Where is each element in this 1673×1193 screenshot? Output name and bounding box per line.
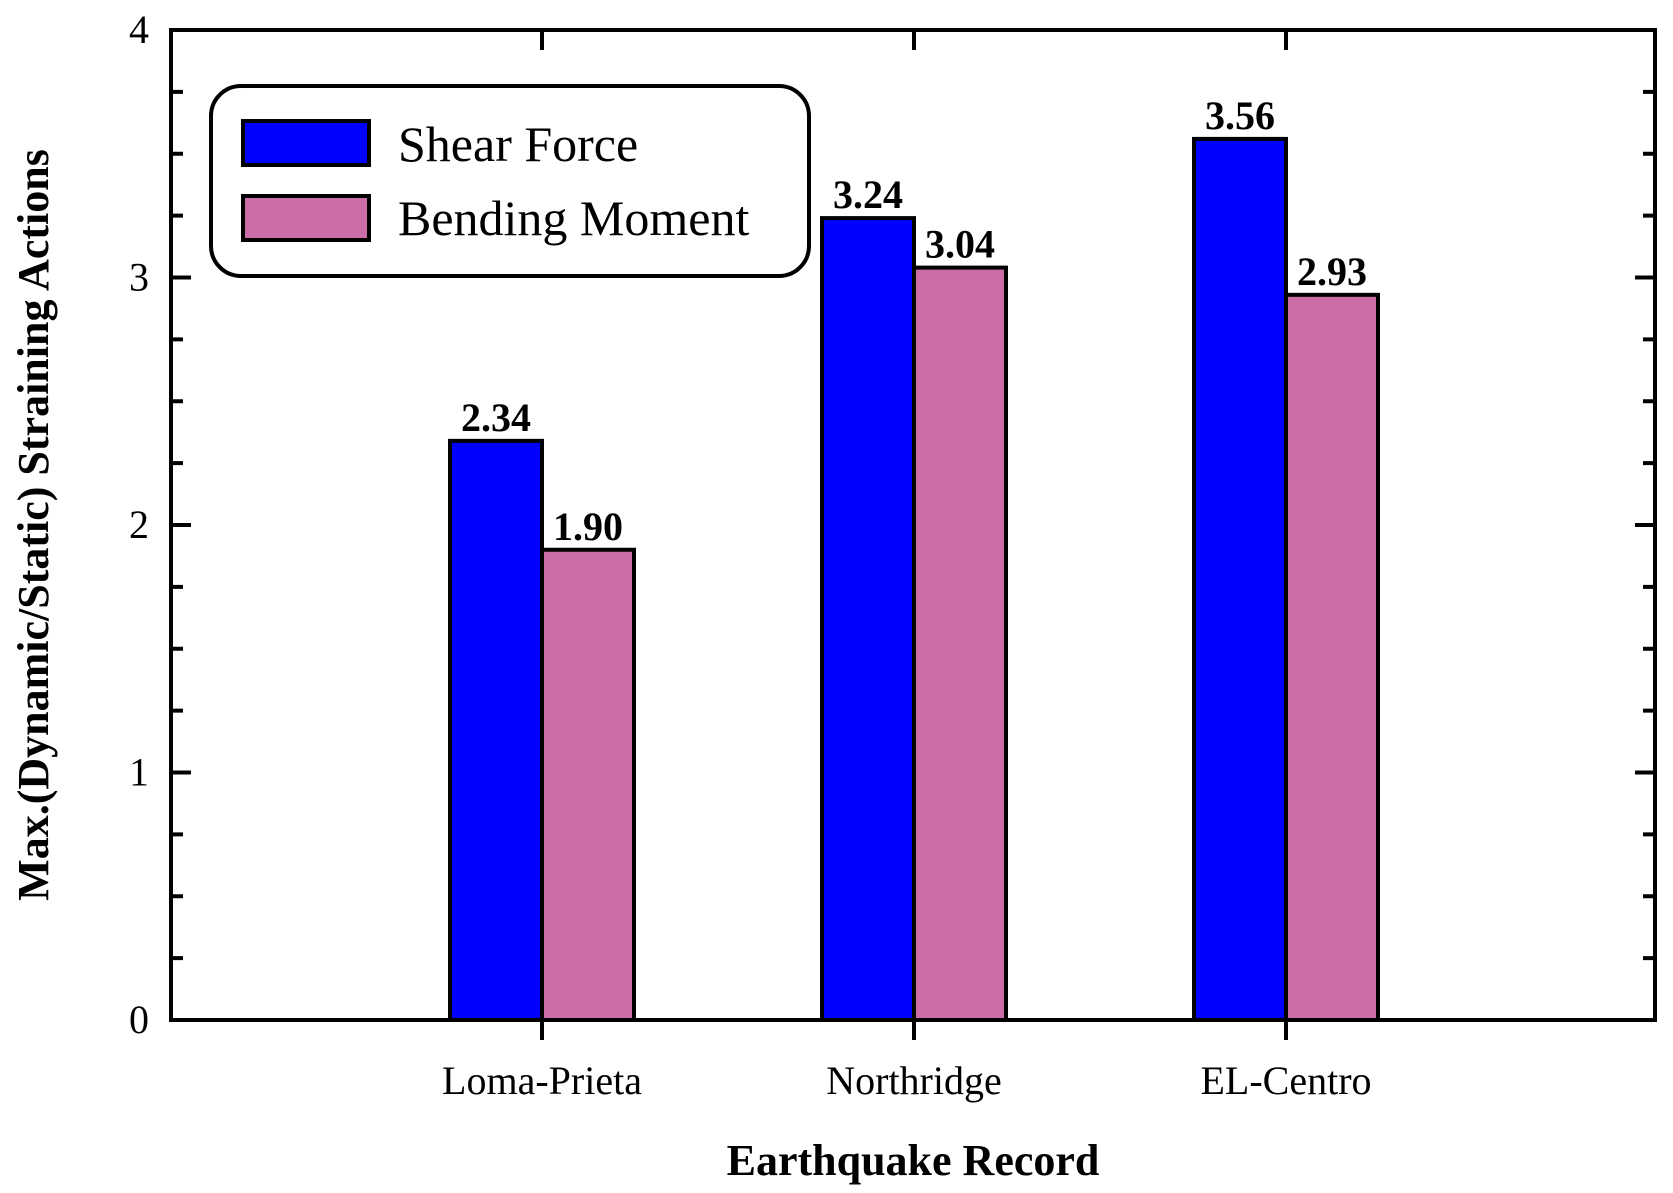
bar-shear-force-northridge	[820, 216, 916, 1023]
bar-shear-force-loma-prieta	[448, 438, 544, 1023]
y-axis-title: Max.(Dynamic/Static) Straining Actions	[9, 149, 58, 901]
x-tick-label-el-centro: EL-Centro	[1200, 1058, 1371, 1103]
data-label-bending-moment-el-centro: 2.93	[1297, 249, 1367, 294]
x-axis-title: Earthquake Record	[727, 1136, 1100, 1185]
legend-swatch-shear-force	[241, 119, 371, 167]
axis-ticks	[171, 28, 1655, 1040]
data-label-bending-moment-loma-prieta: 1.90	[553, 504, 623, 549]
y-tick-label: 4	[129, 7, 149, 52]
legend-label-bending-moment: Bending Moment	[398, 190, 749, 246]
legend-box	[209, 84, 811, 278]
y-tick-label: 1	[129, 750, 149, 795]
y-tick-label: 0	[129, 997, 149, 1042]
data-label-shear-force-el-centro: 3.56	[1205, 93, 1275, 138]
axis-labels: 0 1 2 3 4 Loma-Prieta Northridge EL-Centro	[129, 7, 1372, 1103]
legend-label-shear-force: Shear Force	[398, 116, 638, 172]
data-label-shear-force-loma-prieta: 2.34	[461, 395, 531, 440]
x-tick-label-loma-prieta: Loma-Prieta	[442, 1058, 642, 1103]
bar-bending-moment-el-centro	[1284, 292, 1380, 1022]
legend: Shear Force Bending Moment	[209, 84, 811, 278]
bar-bending-moment-northridge	[912, 265, 1008, 1023]
data-label-shear-force-northridge: 3.24	[833, 172, 903, 217]
bar-bending-moment-loma-prieta	[540, 547, 636, 1022]
chart-marks: 2.34 3.24 3.56 1.90 3.04 2.93	[448, 93, 1380, 1023]
x-tick-label-northridge: Northridge	[826, 1058, 1002, 1103]
y-tick-label: 3	[129, 255, 149, 300]
data-label-bending-moment-northridge: 3.04	[925, 222, 995, 267]
bar-shear-force-el-centro	[1192, 136, 1288, 1022]
y-tick-label: 2	[129, 502, 149, 547]
legend-swatch-bending-moment	[241, 194, 371, 242]
